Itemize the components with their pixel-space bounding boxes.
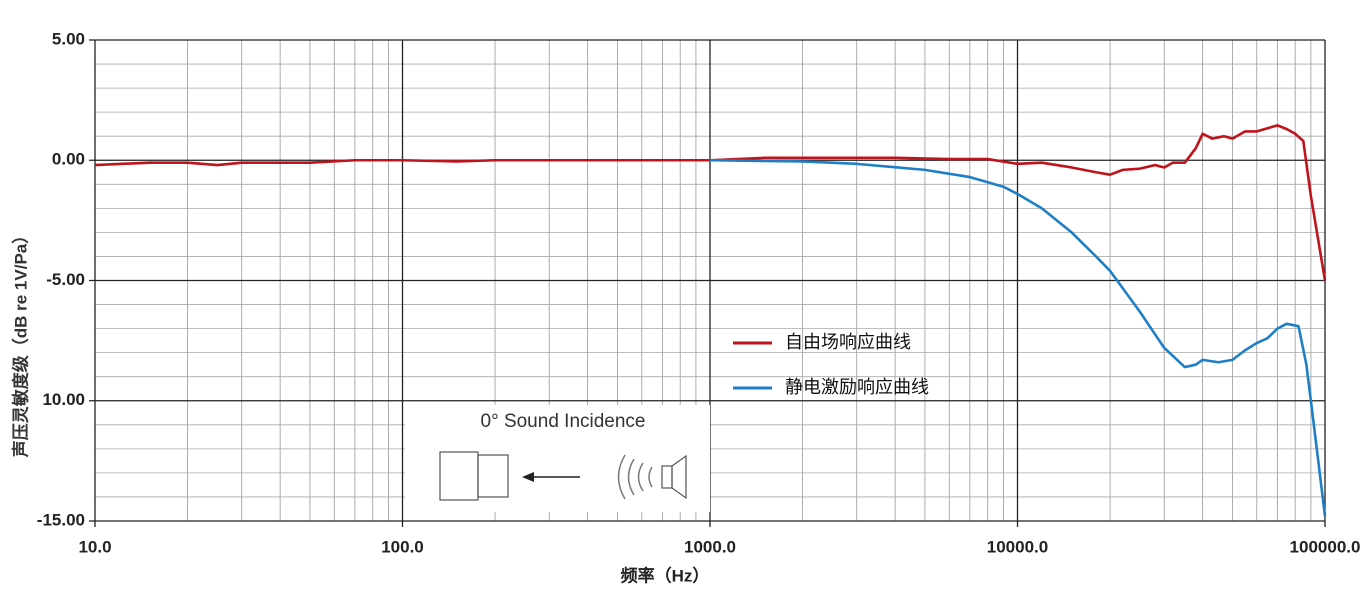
series-lines — [94, 124, 1327, 517]
x-axis-label: 频率（Hz） — [621, 565, 710, 585]
x-tick-label: 1000.0 — [684, 537, 736, 556]
legend-label: 自由场响应曲线 — [785, 332, 911, 352]
y-tick-label: 10.00 — [42, 390, 85, 409]
y-tick-label: -15.00 — [37, 510, 85, 529]
speaker-cone — [671, 454, 687, 500]
legend-label: 静电激励响应曲线 — [785, 377, 929, 397]
series-line — [709, 158, 1327, 517]
inset-title: 0° Sound Incidence — [481, 411, 646, 432]
y-axis-label: 声压灵敏度级（dB re 1V/Pa） — [10, 227, 30, 459]
series-line — [94, 124, 1327, 281]
x-tick-label: 100000.0 — [1290, 537, 1361, 556]
y-tick-label: 5.00 — [52, 29, 85, 48]
arrow-head — [522, 472, 534, 482]
axis-labels: 5.00 0.00 -5.00 10.00 -15.00 10.0 100.0 1000.0 1… — [37, 29, 1361, 556]
inset: 0° Sound Incidence — [405, 405, 710, 512]
mic-head — [477, 454, 509, 498]
y-tick-label: 0.00 — [52, 150, 85, 169]
x-tick-label: 10000.0 — [987, 537, 1048, 556]
y-tick-label: -5.00 — [46, 270, 85, 289]
x-tick-label: 100.0 — [381, 537, 424, 556]
sound-waves — [617, 454, 653, 500]
inset-box — [405, 405, 710, 512]
grid — [89, 39, 1326, 527]
x-tick-label: 10.0 — [78, 537, 111, 556]
